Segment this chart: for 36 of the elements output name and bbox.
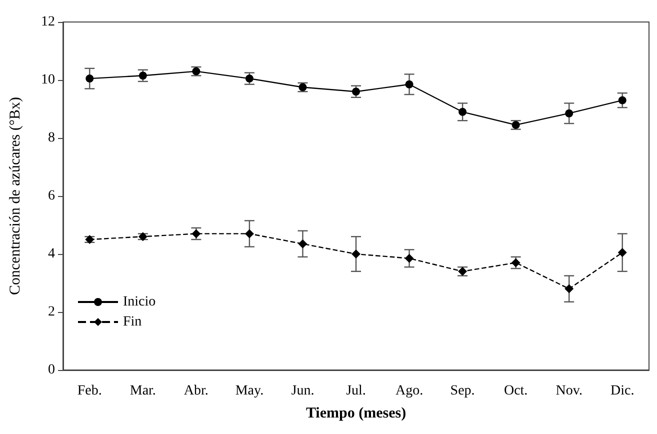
point: [86, 74, 94, 83]
point: [618, 248, 627, 258]
x-tick-label: Jun.: [291, 384, 314, 398]
y-axis-title: Concentración de azúcares (°Bx): [8, 97, 24, 295]
x-axis-title: Tiempo (meses): [306, 406, 406, 422]
x-tick-label: Mar.: [130, 384, 156, 398]
x-tick-label: Feb.: [77, 384, 102, 398]
point: [352, 250, 360, 258]
point: [404, 254, 414, 263]
point: [352, 88, 360, 96]
point: [245, 74, 254, 83]
y-tick-label: 12: [41, 14, 55, 30]
y-tick-label: 4: [48, 246, 55, 262]
y-tick-label: 2: [48, 304, 55, 320]
point: [138, 72, 147, 80]
y-tick-label: 8: [48, 130, 55, 146]
y-tick-label: 10: [41, 72, 55, 88]
x-tick-label: Jul.: [346, 384, 366, 398]
x-tick-label: May.: [235, 384, 264, 398]
legend-label: Fin: [123, 314, 142, 330]
point: [405, 80, 414, 88]
point: [564, 284, 574, 294]
x-tick-label: Nov.: [556, 384, 582, 398]
x-tick-label: Abr.: [184, 384, 208, 398]
point: [244, 229, 254, 238]
point: [565, 109, 574, 118]
point: [298, 239, 308, 248]
legend-label: Inicio: [123, 294, 156, 310]
x-tick-label: Sep.: [450, 384, 475, 398]
y-tick-label: 6: [48, 188, 55, 204]
point: [618, 96, 626, 104]
x-tick-label: Ago.: [395, 384, 424, 398]
point: [458, 108, 467, 116]
x-tick-label: Oct.: [504, 384, 528, 398]
y-tick-label: 0: [48, 362, 55, 378]
x-tick-label: Dic.: [610, 384, 634, 398]
